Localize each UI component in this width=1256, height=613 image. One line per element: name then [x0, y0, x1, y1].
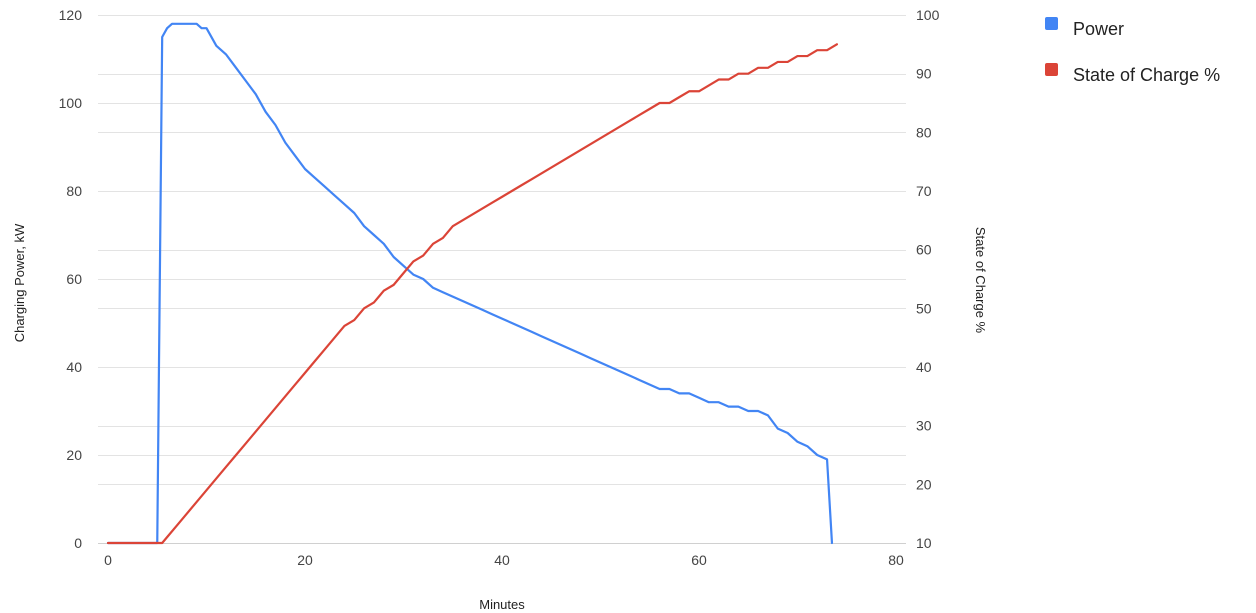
right-axis-tick-label: 40: [916, 359, 932, 375]
legend: Power State of Charge %: [1045, 17, 1220, 85]
left-axis-tick-label: 20: [66, 447, 82, 463]
right-axis-tick-label: 80: [916, 124, 932, 140]
right-axis-tick-label: 60: [916, 242, 932, 258]
right-axis-tick-label: 90: [916, 66, 932, 82]
left-axis-tick-label: 100: [59, 95, 83, 111]
right-axis-tick-label: 10: [916, 535, 932, 551]
left-axis-tick-label: 60: [66, 271, 82, 287]
left-axis-title: Charging Power, kW: [12, 223, 27, 342]
right-axis-tick-label: 20: [916, 476, 932, 492]
left-axis-ticks: 0 20 40 60 80 100 120: [59, 7, 83, 551]
left-axis-tick-label: 80: [66, 183, 82, 199]
right-axis-title: State of Charge %: [973, 227, 988, 334]
x-axis-title: Minutes: [479, 597, 525, 612]
right-axis-tick-label: 50: [916, 300, 932, 316]
left-axis-tick-label: 40: [66, 359, 82, 375]
left-axis-tick-label: 120: [59, 7, 83, 23]
x-axis-tick-label: 20: [297, 552, 313, 568]
power-series-line: [106, 22, 834, 545]
x-axis-tick-label: 0: [104, 552, 112, 568]
right-axis-tick-label: 100: [916, 7, 940, 23]
state-of-charge-series-line: [106, 43, 838, 545]
legend-label-soc: State of Charge %: [1073, 65, 1220, 85]
right-axis-tick-label: 70: [916, 183, 932, 199]
right-axis-ticks: 10 20 30 40 50 60 70 80 90 100: [916, 7, 940, 551]
right-axis-tick-label: 30: [916, 418, 932, 434]
legend-label-power: Power: [1073, 19, 1124, 39]
x-axis-ticks: 0 20 40 60 80: [104, 552, 904, 568]
left-axis-tick-label: 0: [74, 535, 82, 551]
legend-swatch-power: [1045, 17, 1058, 30]
series-lines: [106, 22, 838, 545]
gridlines: [98, 15, 906, 544]
x-axis-tick-label: 60: [691, 552, 707, 568]
x-axis-tick-label: 40: [494, 552, 510, 568]
legend-swatch-soc: [1045, 63, 1058, 76]
x-axis-tick-label: 80: [888, 552, 904, 568]
